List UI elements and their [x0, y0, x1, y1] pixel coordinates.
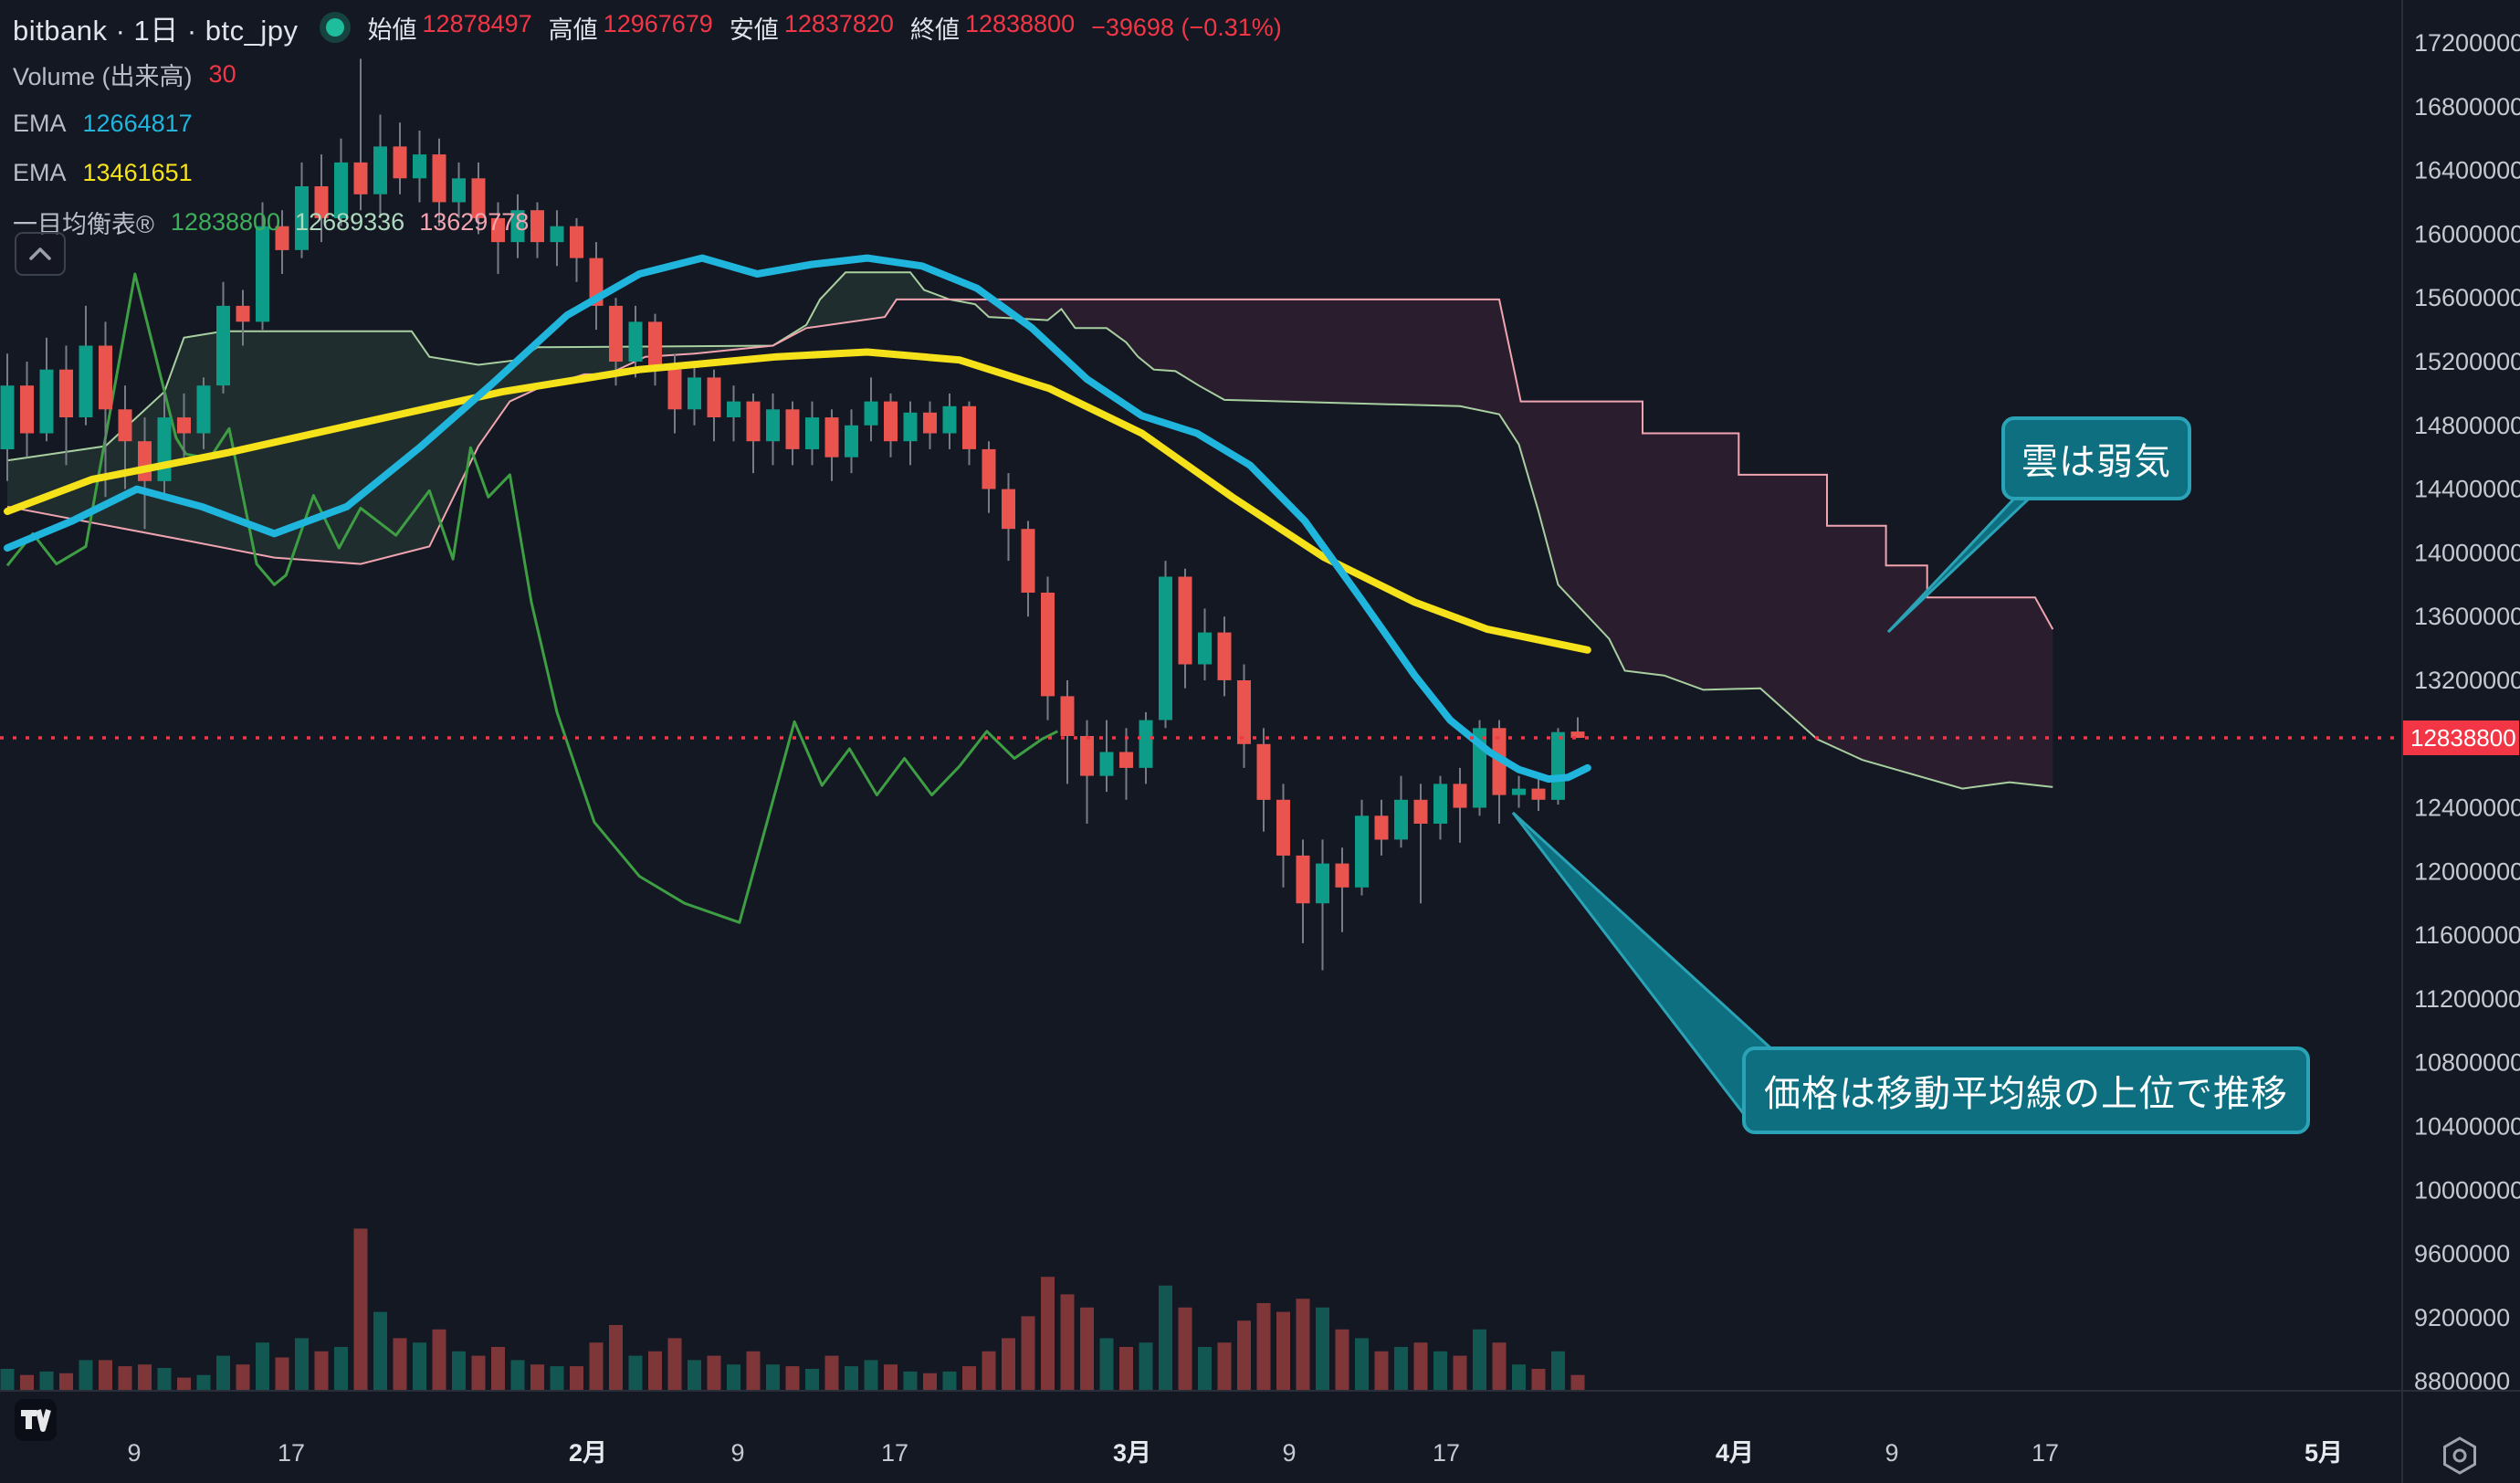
svg-text:3月: 3月	[1113, 1439, 1151, 1467]
ichimoku-senkou-b-value: 13629778	[419, 207, 530, 236]
annotation-cloud-bearish-text: 雲は弱気	[2021, 442, 2171, 482]
svg-text:17: 17	[278, 1439, 305, 1467]
svg-text:2月: 2月	[569, 1439, 607, 1467]
svg-text:10000000: 10000000	[2414, 1176, 2520, 1204]
svg-text:8800000: 8800000	[2414, 1368, 2510, 1395]
svg-text:14800000: 14800000	[2414, 412, 2520, 439]
annotation-tail[interactable]	[1511, 811, 1777, 1125]
ohlc-high-label: 高値	[548, 16, 598, 44]
price-axis[interactable]: 17200000 16800000 16400000 16000000 15600000…	[2403, 29, 2520, 1395]
svg-text:16400000: 16400000	[2414, 157, 2520, 184]
ichimoku-senkou-a-value: 12689336	[295, 207, 405, 236]
svg-text:15600000: 15600000	[2414, 284, 2520, 311]
annotation-price-above-ma[interactable]: 価格は移動平均線の上位で推移	[1742, 1047, 2310, 1134]
ema-fast-line	[4, 254, 1591, 784]
ema-fast-value: 12664817	[82, 109, 193, 137]
legend-row-volume[interactable]: Volume (出来高) 30	[13, 49, 1282, 99]
svg-text:9600000: 9600000	[2414, 1240, 2510, 1267]
ichimoku-chikou-value: 12838800	[170, 207, 281, 236]
volume-bars	[0, 1228, 1585, 1391]
svg-text:15200000: 15200000	[2414, 348, 2520, 375]
svg-text:17: 17	[881, 1439, 908, 1467]
svg-text:5月: 5月	[2305, 1439, 2343, 1467]
svg-text:10400000: 10400000	[2414, 1113, 2520, 1141]
ohlc-high-value: 12967679	[603, 9, 713, 37]
chevron-up-icon	[29, 247, 51, 260]
ema-slow-label: EMA	[13, 158, 67, 186]
svg-text:13600000: 13600000	[2414, 603, 2520, 630]
symbol-title[interactable]: bitbank · 1日 · btc_jpy	[13, 14, 299, 47]
annotation-cloud-bearish[interactable]: 雲は弱気	[2001, 416, 2191, 500]
legend-row-ema-slow[interactable]: EMA 13461651	[13, 148, 1282, 197]
svg-text:9: 9	[730, 1439, 744, 1467]
annotation-price-above-ma-text: 価格は移動平均線の上位で推移	[1764, 1074, 2288, 1114]
svg-text:10800000: 10800000	[2414, 1049, 2520, 1077]
svg-text:14000000: 14000000	[2414, 539, 2520, 566]
ema-slow-value: 13461651	[82, 158, 193, 186]
svg-text:9: 9	[1885, 1439, 1898, 1467]
svg-text:17: 17	[2032, 1439, 2059, 1467]
ohlc-change-value: −39698 (−0.31%)	[1091, 13, 1282, 41]
svg-text:9: 9	[1282, 1439, 1296, 1467]
ema-fast-label: EMA	[13, 109, 67, 137]
svg-text:11200000: 11200000	[2414, 985, 2520, 1013]
current-price-label	[2403, 720, 2519, 755]
svg-text:9: 9	[127, 1439, 141, 1467]
svg-text:9200000: 9200000	[2414, 1304, 2510, 1331]
svg-text:13200000: 13200000	[2414, 667, 2520, 694]
market-status-dot[interactable]	[325, 18, 344, 37]
legend-row-ema-fast[interactable]: EMA 12664817	[13, 99, 1282, 148]
legend-row-ichimoku[interactable]: 一目均衡表® 12838800 12689336 13629778	[13, 197, 1282, 247]
svg-text:12838800: 12838800	[2410, 724, 2516, 752]
senkou-span-b-line	[6, 298, 2054, 630]
ohlc-close-value: 12838800	[964, 9, 1076, 37]
svg-text:12000000: 12000000	[2414, 857, 2520, 885]
tradingview-logo[interactable]	[15, 1399, 57, 1441]
svg-text:17: 17	[1433, 1439, 1460, 1467]
ema-slow-line	[4, 348, 1591, 654]
legend-collapse-button[interactable]	[15, 232, 66, 276]
timezone-settings-icon[interactable]	[2443, 1436, 2476, 1475]
svg-text:12400000: 12400000	[2414, 794, 2520, 822]
ohlc-open-value: 12878497	[422, 9, 532, 37]
ohlc-low-label: 安値	[729, 16, 779, 44]
svg-text:11600000: 11600000	[2414, 921, 2520, 949]
svg-text:16800000: 16800000	[2414, 93, 2520, 121]
chikou-span-line	[5, 272, 1058, 924]
svg-text:16000000: 16000000	[2414, 220, 2520, 247]
ohlc-open-label: 始値	[367, 16, 417, 44]
volume-indicator-value: 30	[208, 59, 236, 88]
svg-text:17200000: 17200000	[2414, 29, 2520, 57]
volume-indicator-label: Volume (出来高)	[13, 62, 193, 90]
svg-text:4月: 4月	[1716, 1439, 1754, 1467]
svg-text:14400000: 14400000	[2414, 476, 2520, 503]
legend-panel: bitbank · 1日 · btc_jpy 始値 12878497 高値 12…	[13, 5, 1282, 247]
senkou-span-a-line	[6, 271, 2053, 790]
ohlc-close-label: 終値	[909, 16, 960, 44]
candlesticks	[0, 58, 1585, 971]
ichimoku-cloud-bearish	[950, 299, 2053, 789]
ohlc-readout: 始値 12878497 高値 12967679 安値 12837820 終値 1…	[368, 10, 1282, 46]
time-axis[interactable]: 9 17 2月 9 17 3月 9 17 4月 9 17 5月	[127, 1439, 2343, 1467]
tradingview-logo-icon	[15, 1399, 57, 1441]
ohlc-low-value: 12837820	[783, 9, 894, 37]
